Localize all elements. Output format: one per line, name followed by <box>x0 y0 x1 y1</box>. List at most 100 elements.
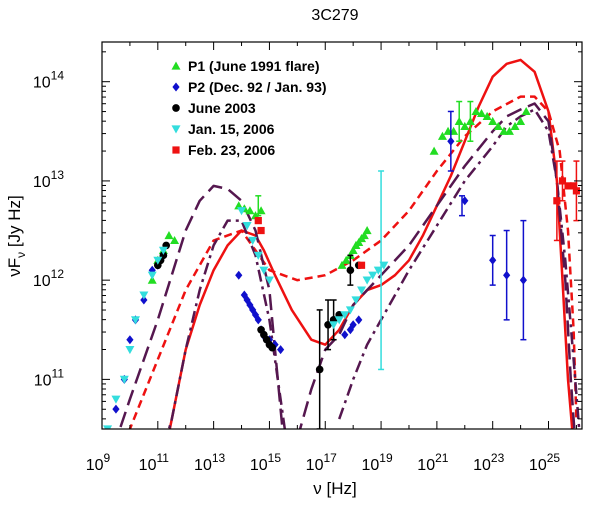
x-tick-label: 1015 <box>250 451 281 474</box>
data-point-square <box>254 217 262 225</box>
y-tick-mantissa: 10 <box>34 372 52 389</box>
data-point-diamond <box>489 255 497 265</box>
data-point-triangle-down <box>130 316 140 325</box>
data-point-triangle-up <box>454 116 464 125</box>
x-tick-label: 109 <box>86 451 111 474</box>
y-tick-mantissa: 10 <box>33 174 51 191</box>
x-axis-label: ν [Hz] <box>313 479 356 498</box>
data-point-triangle-up <box>362 226 372 235</box>
y-tick-exponent: 13 <box>51 168 65 182</box>
data-point-diamond <box>112 404 120 414</box>
data-point-diamond <box>126 335 134 345</box>
data-point-triangle-up <box>359 231 369 240</box>
data-point-triangle-up <box>341 255 351 264</box>
data-point-triangle-down <box>264 276 274 285</box>
data-point-triangle-down <box>119 375 129 384</box>
data-point-triangle-down <box>242 221 252 231</box>
y-tick-mantissa: 10 <box>33 273 51 290</box>
data-point-triangle-down <box>357 286 367 295</box>
x-tick-mantissa: 10 <box>417 457 435 474</box>
x-tick-mantissa: 10 <box>194 457 212 474</box>
data-point-diamond <box>251 310 260 320</box>
data-point-triangle-up <box>348 245 358 254</box>
data-point-circle <box>315 365 324 374</box>
x-tick-exponent: 17 <box>323 451 337 465</box>
data-point-triangle-down <box>111 395 121 404</box>
data-point-square <box>570 182 578 190</box>
y-tick-label: 1012 <box>33 267 64 290</box>
x-tick-mantissa: 10 <box>473 457 491 474</box>
data-point-triangle-down <box>147 271 157 280</box>
data-point-diamond <box>277 345 285 355</box>
data-point-diamond <box>349 320 357 330</box>
x-tick-mantissa: 10 <box>361 457 379 474</box>
data-point-diamond <box>235 270 243 280</box>
legend-marker-diamond <box>172 82 180 92</box>
data-point-triangle-down <box>158 246 168 255</box>
data-point-triangle-up <box>504 126 514 135</box>
data-point-circle <box>346 266 355 275</box>
data-point-triangle-down <box>125 346 135 355</box>
data-point-triangle-down <box>351 296 361 305</box>
data-point-triangle-down <box>139 291 149 300</box>
x-tick-exponent: 19 <box>379 451 393 465</box>
data-point-triangle-up <box>337 260 347 269</box>
x-tick-label: 1025 <box>529 451 560 474</box>
data-point-triangle-up <box>245 206 255 215</box>
x-tick-exponent: 23 <box>491 451 505 465</box>
y-axis-label-sub: ν <box>14 252 28 258</box>
x-tick-mantissa: 10 <box>86 457 104 474</box>
x-tick-label: 1013 <box>194 451 225 474</box>
y-axis-label: νFν [Jy Hz] <box>5 195 28 277</box>
data-point-triangle-down <box>334 316 344 325</box>
data-point-square <box>572 187 581 195</box>
x-tick-mantissa: 10 <box>250 457 268 474</box>
plot-layer <box>103 58 581 429</box>
data-point-square <box>564 182 572 190</box>
y-axis-label-main: νF <box>5 258 24 277</box>
data-point-triangle-up <box>256 206 266 215</box>
x-tick-mantissa: 10 <box>306 457 324 474</box>
data-point-triangle-up <box>482 111 492 121</box>
data-point-triangle-up <box>488 116 498 125</box>
data-point-triangle-down <box>379 261 389 270</box>
data-point-triangle-up <box>164 231 174 240</box>
x-tick-exponent: 15 <box>268 451 282 465</box>
data-point-triangle-down <box>329 321 339 330</box>
legend-label: June 2003 <box>188 100 256 116</box>
legend-marker-triangle-down <box>171 125 181 134</box>
data-point-triangle-up <box>465 116 475 125</box>
data-point-triangle-down <box>248 236 258 245</box>
legend-label: Feb. 23, 2006 <box>188 142 275 158</box>
legend-label: P2 (Dec. 92 / Jan. 93) <box>188 79 327 95</box>
data-point-triangle-down <box>340 311 350 320</box>
data-point-triangle-up <box>493 121 503 130</box>
x-tick-label: 1019 <box>361 451 392 474</box>
data-point-triangle-up <box>147 275 157 284</box>
x-tick-label: 1021 <box>417 451 448 474</box>
plot-area <box>103 58 581 429</box>
data-point-triangle-down <box>103 425 113 429</box>
legend-label: Jan. 15, 2006 <box>188 121 275 137</box>
model-curve-long-dashed <box>118 102 576 429</box>
data-point-triangle-down <box>345 306 355 315</box>
data-point-triangle-down <box>237 207 247 216</box>
data-point-diamond <box>503 270 511 280</box>
y-tick-exponent: 12 <box>51 267 65 281</box>
x-tick-exponent: 21 <box>435 451 449 465</box>
data-point-triangle-up <box>170 235 180 245</box>
data-point-triangle-up <box>521 106 531 116</box>
x-tick-exponent: 13 <box>212 451 226 465</box>
data-point-triangle-down <box>362 276 372 285</box>
data-point-triangle-down <box>153 256 163 265</box>
data-point-diamond <box>254 315 262 325</box>
x-tick-exponent: 11 <box>156 451 169 465</box>
data-point-square <box>553 197 561 205</box>
legend: P1 (June 1991 flare) P2 (Dec. 92 / Jan. 9… <box>171 58 327 158</box>
legend-marker-square <box>172 146 180 154</box>
y-tick-exponent: 14 <box>51 69 65 83</box>
data-point-triangle-down <box>368 271 378 280</box>
data-point-square <box>558 177 567 185</box>
